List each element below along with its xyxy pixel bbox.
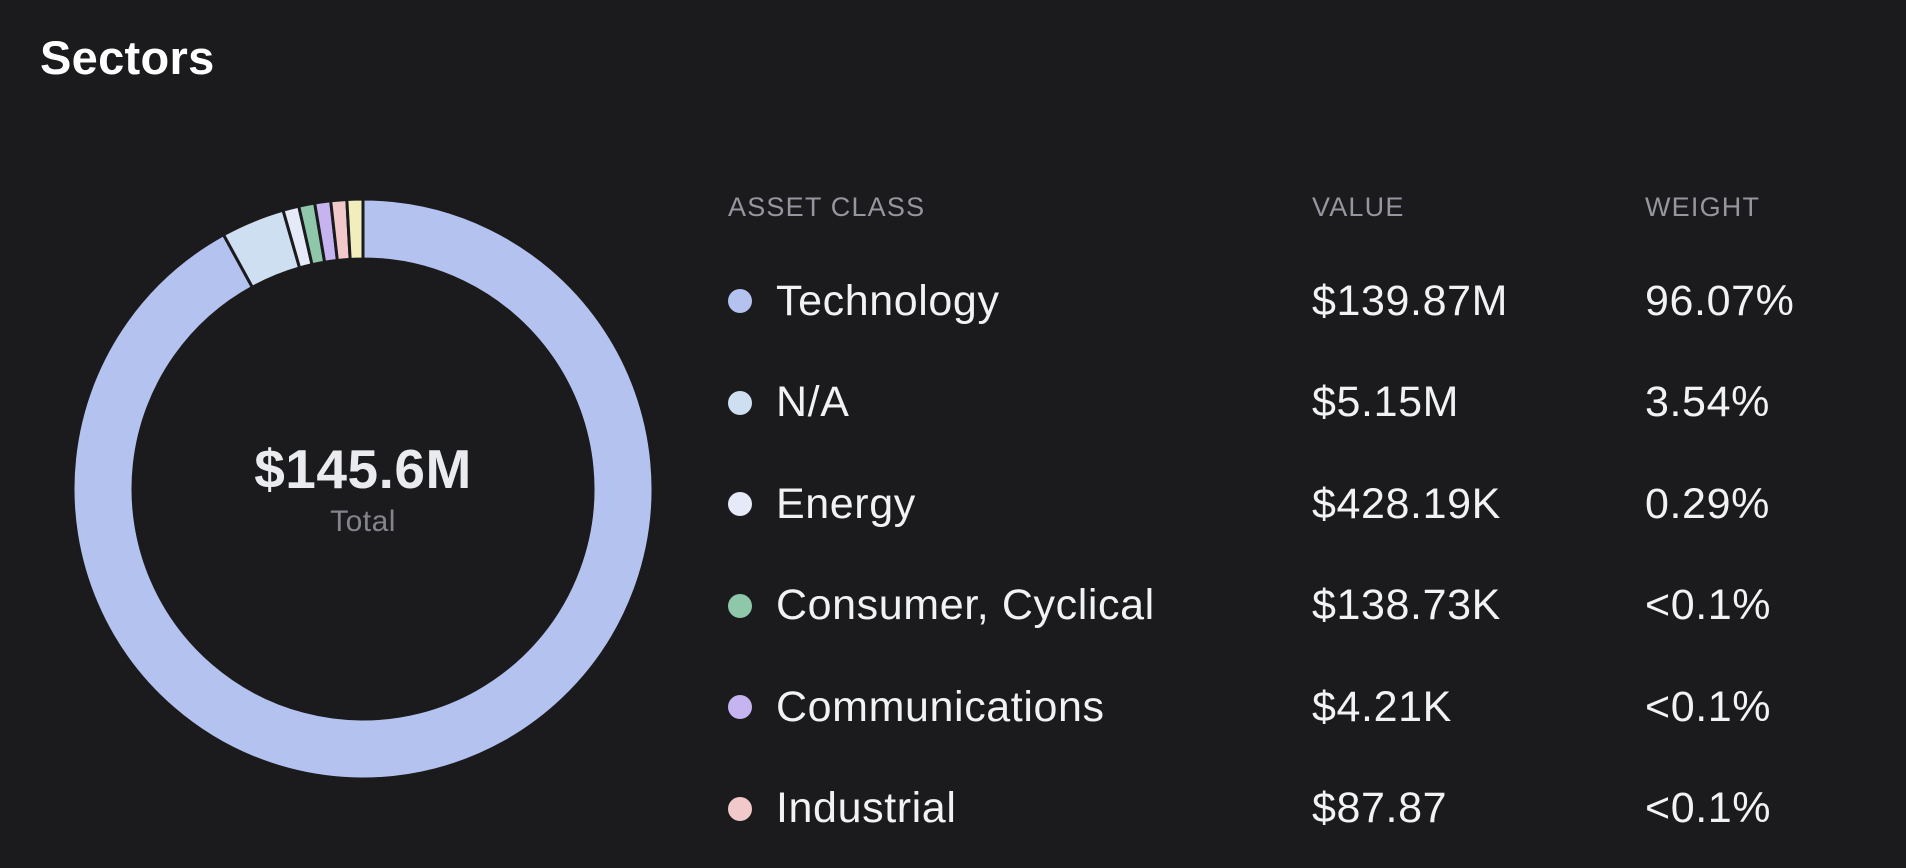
donut-segment-extra[interactable]: [345, 197, 365, 261]
asset-class-cell: Industrial: [728, 784, 1312, 833]
sector-name: N/A: [776, 378, 850, 427]
asset-class-cell: Technology: [728, 277, 1312, 326]
table-row: Energy $428.19K 0.29%: [728, 454, 1888, 556]
table-header-row: ASSET CLASS VALUE WEIGHT: [728, 192, 1888, 223]
table-row: Communications $4.21K <0.1%: [728, 657, 1888, 759]
header-value: VALUE: [1312, 192, 1405, 222]
sector-value: $428.19K: [1312, 479, 1501, 528]
sector-color-dot: [728, 390, 752, 415]
header-asset-class: ASSET CLASS: [728, 192, 926, 222]
sector-name: Technology: [776, 276, 1000, 325]
sector-value: $138.73K: [1312, 581, 1501, 630]
table-row: Consumer, Cyclical $138.73K <0.1%: [728, 555, 1888, 657]
sector-name: Industrial: [776, 784, 957, 833]
page-title: Sectors: [40, 31, 215, 84]
sector-name: Consumer, Cyclical: [776, 581, 1155, 630]
sector-weight: <0.1%: [1645, 682, 1772, 731]
table-row: Technology $139.87M 96.07%: [728, 251, 1888, 353]
sector-weight: 3.54%: [1645, 378, 1770, 427]
sector-color-dot: [728, 593, 752, 618]
sector-value: $5.15M: [1312, 378, 1460, 427]
sector-value: $4.21K: [1312, 682, 1452, 731]
sectors-donut-chart: [71, 197, 655, 781]
sector-value: $139.87M: [1312, 276, 1509, 325]
asset-class-cell: Consumer, Cyclical: [728, 581, 1312, 630]
sector-color-dot: [728, 695, 752, 720]
sector-weight: <0.1%: [1645, 784, 1772, 833]
sector-name: Energy: [776, 479, 916, 528]
sector-name: Communications: [776, 682, 1105, 731]
asset-class-cell: Communications: [728, 683, 1312, 732]
table-row: Industrial $87.87 <0.1%: [728, 758, 1888, 860]
sector-color-dot: [728, 492, 752, 517]
donut-segment-technology[interactable]: [71, 197, 655, 781]
sector-value: $87.87: [1312, 784, 1448, 833]
sector-weight: 96.07%: [1645, 276, 1795, 325]
asset-class-cell: Energy: [728, 480, 1312, 529]
table-body: Technology $139.87M 96.07% N/A $5.15M 3.…: [728, 251, 1888, 860]
sectors-table: ASSET CLASS VALUE WEIGHT Technology $139…: [728, 192, 1888, 860]
table-row: N/A $5.15M 3.54%: [728, 352, 1888, 454]
sector-weight: <0.1%: [1645, 581, 1772, 630]
header-weight: WEIGHT: [1645, 192, 1761, 222]
sector-color-dot: [728, 796, 752, 821]
sector-weight: 0.29%: [1645, 479, 1770, 528]
sector-color-dot: [728, 289, 752, 314]
asset-class-cell: N/A: [728, 378, 1312, 427]
